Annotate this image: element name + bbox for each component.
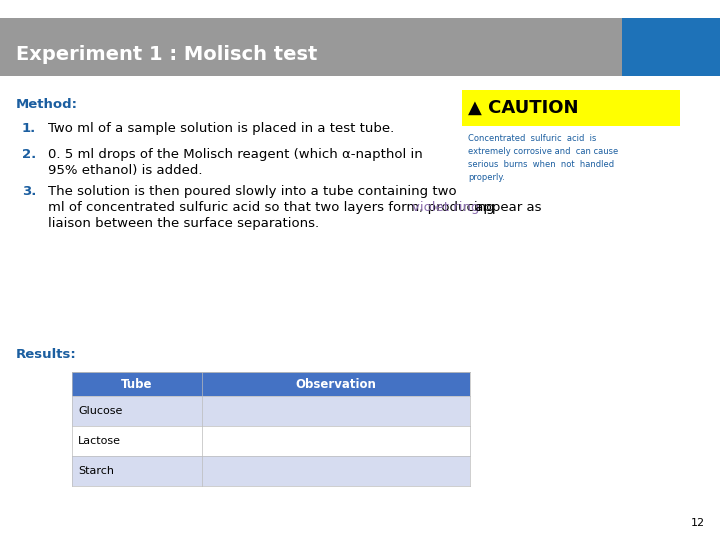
Text: 95% ethanol) is added.: 95% ethanol) is added. [48,164,202,177]
Text: 1.: 1. [22,122,36,135]
Text: The solution is then poured slowly into a tube containing two: The solution is then poured slowly into … [48,185,456,198]
Text: ▲ CAUTION: ▲ CAUTION [468,99,578,117]
Text: Method:: Method: [16,98,78,111]
Text: Experiment 1 : Molisch test: Experiment 1 : Molisch test [16,45,318,64]
Text: Glucose: Glucose [78,406,122,416]
Text: 0. 5 ml drops of the Molisch reagent (which α-napthol in: 0. 5 ml drops of the Molisch reagent (wh… [48,148,423,161]
Text: 3.: 3. [22,185,37,198]
Text: extremely corrosive and  can cause: extremely corrosive and can cause [468,147,618,156]
FancyBboxPatch shape [462,90,680,126]
Text: ml of concentrated sulfuric acid so that two layers form, producing: ml of concentrated sulfuric acid so that… [48,201,499,214]
FancyBboxPatch shape [622,18,720,76]
Text: Starch: Starch [78,466,114,476]
Text: Results:: Results: [16,348,77,361]
Text: serious  burns  when  not  handled: serious burns when not handled [468,160,614,169]
FancyBboxPatch shape [0,18,720,76]
Text: Concentrated  sulfuric  acid  is: Concentrated sulfuric acid is [468,134,596,143]
FancyBboxPatch shape [72,396,470,426]
Text: Tube: Tube [121,377,153,390]
Text: appear as: appear as [471,201,541,214]
Text: 2.: 2. [22,148,36,161]
FancyBboxPatch shape [72,456,470,486]
Text: Lactose: Lactose [78,436,121,446]
Text: 12: 12 [691,518,705,528]
FancyBboxPatch shape [72,426,470,456]
Text: properly.: properly. [468,173,505,182]
Text: Two ml of a sample solution is placed in a test tube.: Two ml of a sample solution is placed in… [48,122,395,135]
Text: violet ring: violet ring [412,201,480,214]
FancyBboxPatch shape [72,372,470,396]
Text: liaison between the surface separations.: liaison between the surface separations. [48,217,319,230]
Text: Observation: Observation [296,377,377,390]
